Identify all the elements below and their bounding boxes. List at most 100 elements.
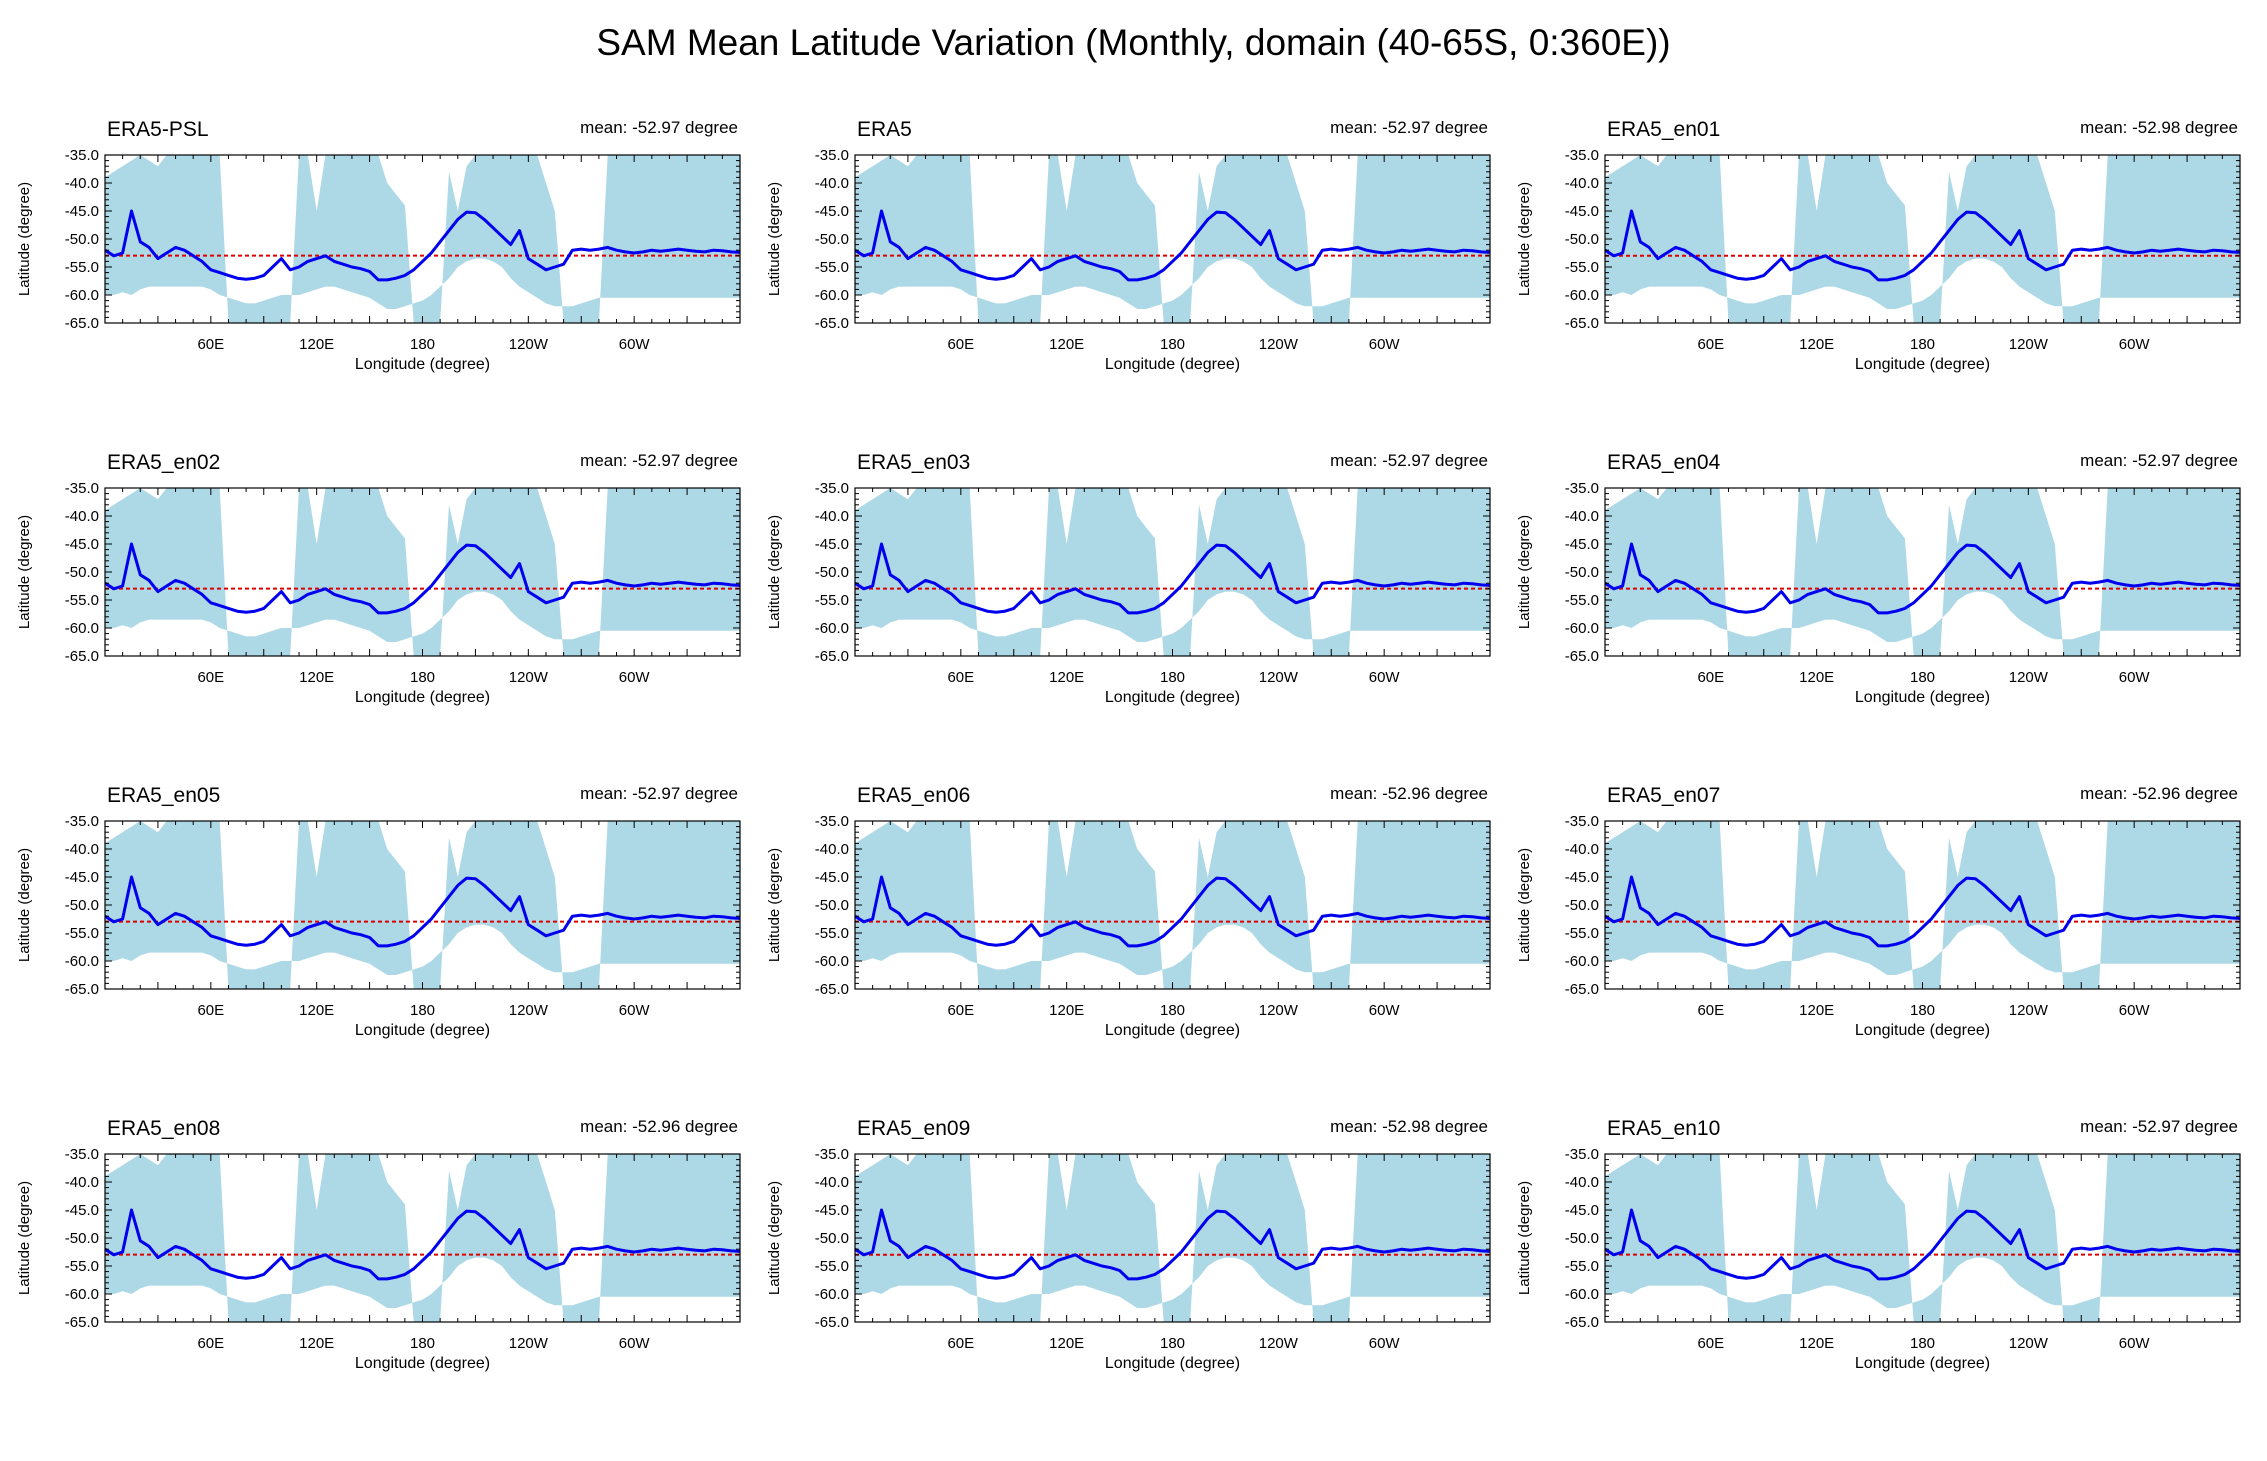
y-axis-label: Latitude (degree) bbox=[1516, 848, 1533, 962]
y-tick-label: -65.0 bbox=[815, 315, 849, 332]
x-tick-label: 120W bbox=[1259, 669, 1299, 686]
plot-area bbox=[105, 1154, 740, 1322]
y-tick-label: -55.0 bbox=[65, 259, 99, 276]
plot-area bbox=[1605, 155, 2240, 323]
panel-era5-en07: -35.0 -40.0 -45.0 -50.0 -55.0 -60.0 -65.0 60E 12… bbox=[1516, 784, 2241, 1039]
x-axis-label: Longitude (degree) bbox=[355, 356, 490, 373]
y-tick-label: -55.0 bbox=[815, 259, 849, 276]
x-axis-label: Longitude (degree) bbox=[1105, 1022, 1240, 1039]
y-axis-label: Latitude (degree) bbox=[766, 515, 783, 629]
x-tick-label: 120W bbox=[509, 336, 549, 353]
y-tick-label: -60.0 bbox=[815, 1286, 849, 1303]
panel-title: ERA5_en06 bbox=[857, 784, 970, 807]
y-axis-label: Latitude (degree) bbox=[766, 1181, 783, 1295]
y-tick-label: -40.0 bbox=[1565, 175, 1599, 192]
y-tick-label: -55.0 bbox=[65, 1258, 99, 1275]
sam-latitude-line bbox=[1605, 542, 2240, 615]
plot-area bbox=[105, 155, 740, 323]
panel-title: ERA5_en02 bbox=[107, 451, 220, 474]
x-tick-label: 60E bbox=[947, 336, 974, 353]
y-tick-label: -40.0 bbox=[1565, 508, 1599, 525]
panel-title: ERA5_en09 bbox=[857, 1117, 970, 1140]
y-axis-label: Latitude (degree) bbox=[1516, 515, 1533, 629]
panel-title: ERA5_en04 bbox=[1607, 451, 1721, 474]
y-tick-label: -45.0 bbox=[1565, 869, 1599, 886]
x-axis-label: Longitude (degree) bbox=[1855, 356, 1990, 373]
x-tick-label: 60W bbox=[2119, 336, 2151, 353]
plot-area bbox=[855, 155, 1490, 323]
sam-latitude-line bbox=[105, 542, 740, 615]
y-tick-label: -65.0 bbox=[65, 648, 99, 665]
plot-area bbox=[855, 1154, 1490, 1322]
y-tick-label: -35.0 bbox=[65, 1146, 99, 1163]
panel-title: ERA5_en10 bbox=[1607, 1117, 1720, 1140]
y-tick-label: -40.0 bbox=[1565, 1174, 1599, 1191]
plot-area bbox=[1605, 488, 2240, 656]
y-tick-label: -35.0 bbox=[1565, 813, 1599, 830]
y-tick-label: -40.0 bbox=[815, 841, 849, 858]
y-tick-label: -40.0 bbox=[815, 1174, 849, 1191]
x-tick-label: 60E bbox=[1697, 1335, 1724, 1352]
x-tick-label: 180 bbox=[1160, 1335, 1185, 1352]
x-tick-label: 180 bbox=[1910, 1002, 1935, 1019]
x-tick-label: 120E bbox=[1049, 336, 1084, 353]
panel-era5-en02: -35.0 -40.0 -45.0 -50.0 -55.0 -60.0 -65.0 60E 12… bbox=[16, 451, 741, 706]
y-tick-label: -60.0 bbox=[815, 953, 849, 970]
panel-era5-en01: -35.0 -40.0 -45.0 -50.0 -55.0 -60.0 -65.0 60E 12… bbox=[1516, 118, 2241, 373]
y-tick-label: -45.0 bbox=[1565, 203, 1599, 220]
y-tick-label: -65.0 bbox=[1565, 981, 1599, 998]
y-tick-label: -55.0 bbox=[65, 925, 99, 942]
y-tick-label: -40.0 bbox=[815, 175, 849, 192]
x-tick-label: 120W bbox=[2009, 336, 2049, 353]
y-tick-label: -55.0 bbox=[65, 592, 99, 609]
sam-latitude-line bbox=[855, 209, 1490, 282]
y-tick-label: -50.0 bbox=[1565, 897, 1599, 914]
x-tick-label: 180 bbox=[410, 669, 435, 686]
sam-latitude-line bbox=[1605, 1208, 2240, 1281]
y-tick-label: -35.0 bbox=[1565, 147, 1599, 164]
panel-era5-en10: -35.0 -40.0 -45.0 -50.0 -55.0 -60.0 -65.0 60E 12… bbox=[1516, 1117, 2241, 1372]
y-tick-label: -45.0 bbox=[815, 869, 849, 886]
panel-mean-text: mean: -52.97 degree bbox=[2080, 1117, 2238, 1136]
y-tick-label: -40.0 bbox=[1565, 841, 1599, 858]
panel-title: ERA5_en05 bbox=[107, 784, 220, 807]
y-tick-label: -65.0 bbox=[65, 1314, 99, 1331]
y-tick-label: -50.0 bbox=[1565, 231, 1599, 248]
x-axis-label: Longitude (degree) bbox=[1855, 1022, 1990, 1039]
y-axis-label: Latitude (degree) bbox=[766, 848, 783, 962]
y-tick-label: -45.0 bbox=[815, 203, 849, 220]
x-axis-label: Longitude (degree) bbox=[1855, 689, 1990, 706]
y-tick-label: -60.0 bbox=[1565, 287, 1599, 304]
x-tick-label: 60W bbox=[1369, 336, 1401, 353]
spread-band bbox=[855, 821, 1490, 989]
panel-era5: -35.0 -40.0 -45.0 -50.0 -55.0 -60.0 -65.0 60E 12… bbox=[766, 118, 1491, 373]
spread-band bbox=[105, 488, 740, 656]
sam-latitude-line bbox=[1605, 209, 2240, 282]
y-axis-label: Latitude (degree) bbox=[16, 848, 33, 962]
sam-latitude-line bbox=[855, 542, 1490, 615]
panel-title: ERA5-PSL bbox=[107, 118, 209, 141]
panel-title: ERA5_en07 bbox=[1607, 784, 1720, 807]
panel-title: ERA5_en08 bbox=[107, 1117, 220, 1140]
x-tick-label: 120W bbox=[2009, 1335, 2049, 1352]
x-tick-label: 120W bbox=[509, 669, 549, 686]
x-axis-label: Longitude (degree) bbox=[355, 1022, 490, 1039]
y-tick-label: -35.0 bbox=[1565, 1146, 1599, 1163]
x-tick-label: 180 bbox=[1160, 336, 1185, 353]
x-tick-label: 60E bbox=[197, 1335, 224, 1352]
y-tick-label: -55.0 bbox=[1565, 925, 1599, 942]
y-tick-label: -35.0 bbox=[65, 147, 99, 164]
x-tick-label: 120W bbox=[509, 1335, 549, 1352]
panel-mean-text: mean: -52.97 degree bbox=[1330, 118, 1488, 137]
spread-band bbox=[855, 488, 1490, 656]
y-tick-label: -35.0 bbox=[65, 480, 99, 497]
y-tick-label: -50.0 bbox=[815, 564, 849, 581]
y-tick-label: -45.0 bbox=[1565, 536, 1599, 553]
y-tick-label: -45.0 bbox=[65, 203, 99, 220]
y-tick-label: -60.0 bbox=[65, 1286, 99, 1303]
x-tick-label: 120E bbox=[1049, 1335, 1084, 1352]
panel-mean-text: mean: -52.98 degree bbox=[1330, 1117, 1488, 1136]
panel-era5-en09: -35.0 -40.0 -45.0 -50.0 -55.0 -60.0 -65.0 60E 12… bbox=[766, 1117, 1491, 1372]
y-tick-label: -40.0 bbox=[65, 175, 99, 192]
panel-mean-text: mean: -52.96 degree bbox=[1330, 784, 1488, 803]
